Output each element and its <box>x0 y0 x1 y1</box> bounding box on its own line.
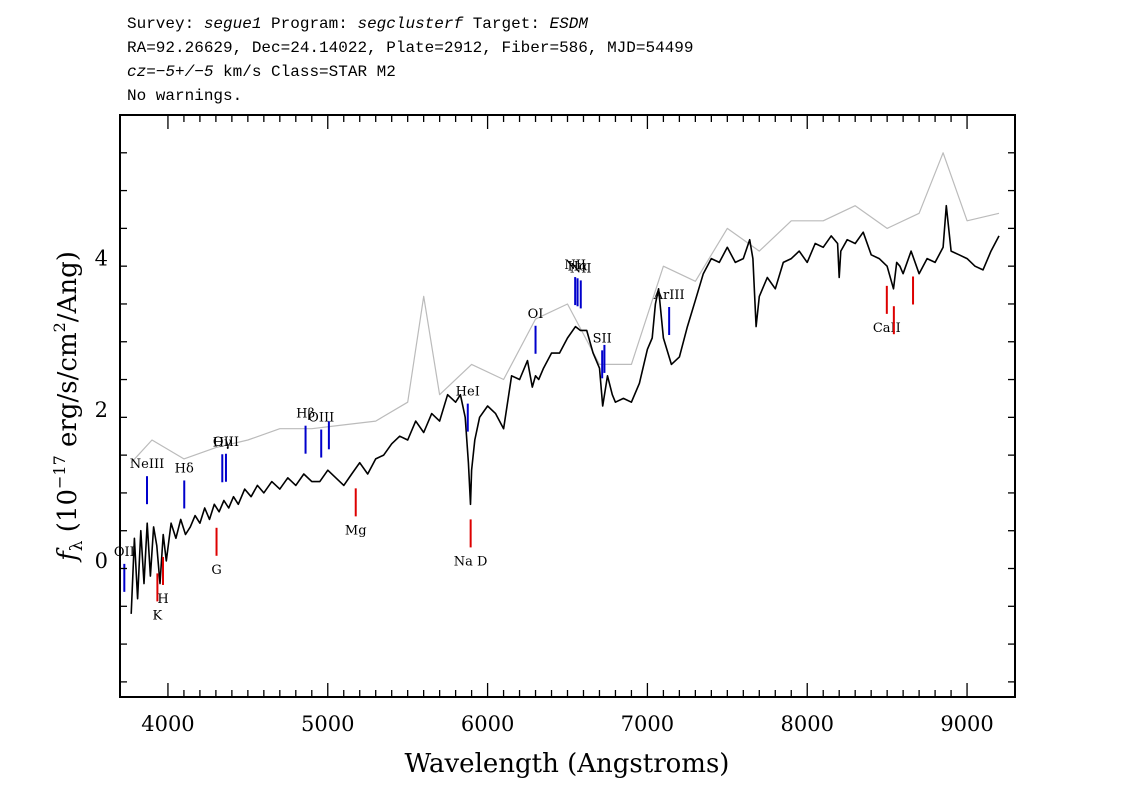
line-label: K <box>153 608 163 623</box>
header-line4: No warnings. <box>127 87 242 105</box>
line-label: NII <box>564 258 586 273</box>
line-label: HeI <box>456 385 480 400</box>
line-label: OIII <box>213 435 239 450</box>
line-label: Hδ <box>175 461 194 476</box>
line-label: Hγ <box>213 435 232 450</box>
header-line3: cz=−5+/−5 km/s Class=STAR M2 <box>127 63 396 81</box>
line-label: Mg <box>345 523 367 538</box>
line-label: Hα <box>568 259 588 274</box>
x-tick-label: 5000 <box>301 712 354 736</box>
series-layer <box>130 152 1000 614</box>
line-label: ArIII <box>653 288 685 303</box>
x-tick-label: 8000 <box>781 712 834 736</box>
x-tick-label: 6000 <box>461 712 514 736</box>
x-tick-label: 4000 <box>141 712 194 736</box>
y-axis-title: fλ (10−17 erg/s/cm2/Ang) <box>50 251 87 563</box>
header-line2: RA=92.26629, Dec=24.14022, Plate=2912, F… <box>127 39 694 57</box>
line-label: Na D <box>454 554 488 569</box>
line-label: SII <box>593 331 612 346</box>
y-tick-label: 2 <box>95 398 108 422</box>
line-label: OIII <box>308 411 334 426</box>
line-label: H <box>157 592 168 607</box>
y-tick-label: 0 <box>95 549 108 573</box>
line-label: Hβ <box>296 407 315 422</box>
y-tick-label: 4 <box>95 247 108 271</box>
line-label: NeIII <box>130 457 164 472</box>
flux-series-line <box>130 204 1000 614</box>
header-line1: Survey: segue1 Program: segclusterf Targ… <box>127 15 588 33</box>
line-label: NII <box>570 261 592 276</box>
plot-frame <box>119 114 1016 698</box>
axes: 4000 5000 6000 7000 8000 9000 0 2 4 <box>95 114 1016 736</box>
line-label: OII <box>114 545 135 560</box>
line-label: G <box>211 563 221 578</box>
error-series-line <box>130 152 1000 464</box>
x-tick-label: 7000 <box>621 712 674 736</box>
line-label: OI <box>528 307 544 322</box>
chart-header: Survey: segue1 Program: segclusterf Targ… <box>127 15 694 105</box>
line-label: CaII <box>873 321 901 336</box>
x-axis-title: Wavelength (Angstroms) <box>405 749 730 779</box>
x-tick-label: 9000 <box>940 712 993 736</box>
